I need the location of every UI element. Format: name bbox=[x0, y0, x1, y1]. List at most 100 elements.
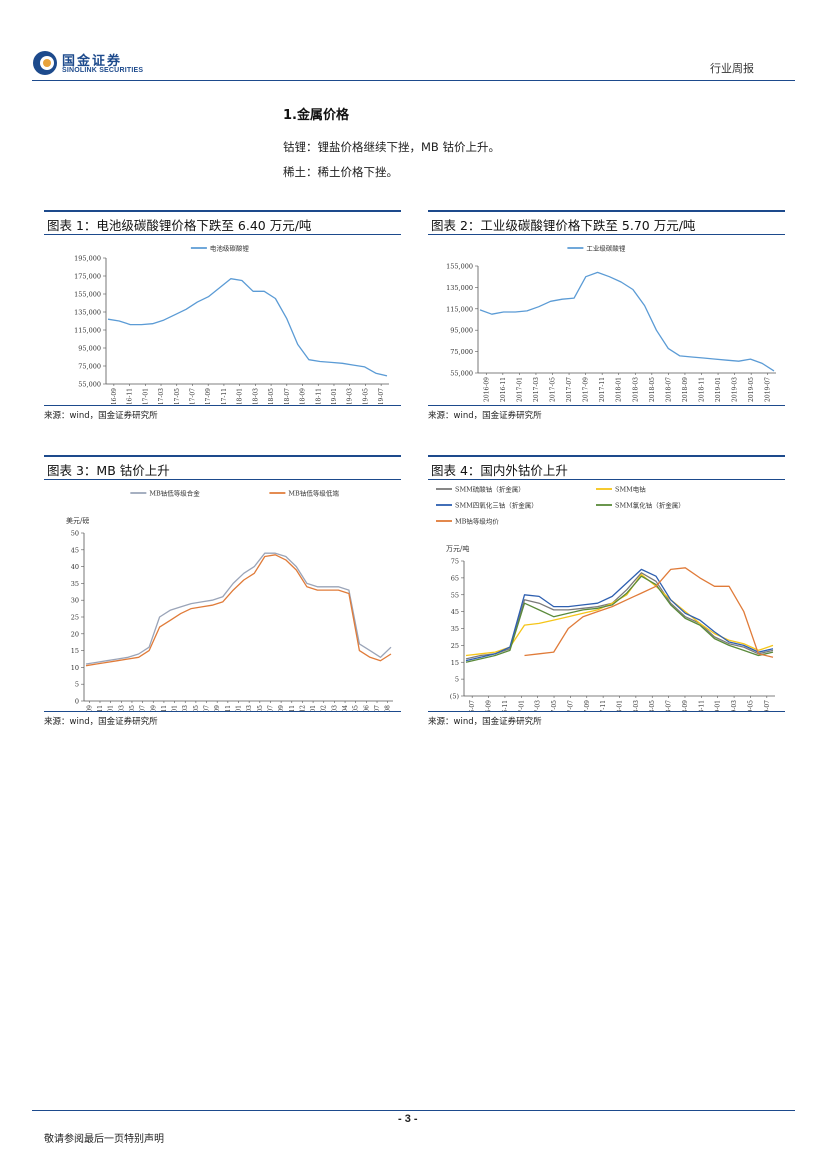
brand-cn: 国金证券 bbox=[62, 54, 123, 69]
x-tick-label: 2018-05 bbox=[649, 700, 656, 711]
y-tick-label: 75,000 bbox=[450, 348, 473, 356]
figure-3-chart: 0 5 10 15 20 25 30 35 40 45 50 2016-09 2016-11 2017-0… bbox=[66, 489, 393, 711]
x-tick-label: 2020-01 bbox=[310, 705, 317, 711]
x-tick-label: 2018-01 bbox=[616, 377, 623, 402]
x-tick-label: 2019-01 bbox=[331, 388, 338, 404]
figure-3-top-rule bbox=[44, 455, 401, 457]
legend-label: 电池级碳酸锂 bbox=[210, 244, 250, 253]
x-tick-label: 2017-05 bbox=[174, 388, 181, 404]
figure-4-title: 图表 4：国内外钴价上升 bbox=[431, 463, 568, 478]
x-tick-label: 2018-05 bbox=[193, 705, 200, 711]
y-tick-label: 135,000 bbox=[74, 309, 101, 317]
series-line-1 bbox=[465, 572, 774, 660]
y-tick-label: 5 bbox=[455, 676, 459, 684]
figure-3-title: 图表 3：MB 钴价上升 bbox=[47, 463, 170, 478]
x-tick-label: 2016-07 bbox=[469, 700, 476, 711]
y-tick-label: 20 bbox=[71, 630, 79, 638]
figure-1: 图表 1：电池级碳酸锂价格下跌至 6.40 万元/吨 55,000 75,000 9… bbox=[44, 210, 401, 425]
x-tick-label: 2019-05 bbox=[748, 377, 755, 402]
x-tick-label: 2016-09 bbox=[486, 700, 493, 711]
y-tick-label: 155,000 bbox=[74, 291, 101, 299]
x-tick-label: 2017-11 bbox=[600, 700, 607, 711]
y-tick-label: 95,000 bbox=[78, 345, 101, 353]
y-tick-label: 25 bbox=[71, 614, 79, 622]
figure-4-title-rule bbox=[428, 479, 785, 480]
x-tick-label: 2018-07 bbox=[666, 700, 673, 711]
x-tick-label: 2017-07 bbox=[566, 377, 573, 402]
y-tick-label: 115,000 bbox=[446, 305, 473, 313]
brand-en: SINOLINK SECURITIES bbox=[62, 67, 144, 74]
x-tick-label: 2018-03 bbox=[182, 705, 189, 711]
figure-2-top-rule bbox=[428, 210, 785, 212]
series-line-1 bbox=[479, 271, 775, 372]
section-line-cobalt-lithium: 钴锂：锂盐价格继续下挫，MB 钴价上升。 bbox=[283, 140, 500, 154]
x-tick-label: 2018-07 bbox=[284, 388, 291, 404]
x-tick-label: 2019-01 bbox=[236, 705, 243, 711]
y-tick-label: 55,000 bbox=[450, 370, 473, 378]
y-tick-label: 5 bbox=[75, 681, 79, 689]
legend-label: MB钴低等级低端 bbox=[288, 489, 339, 498]
x-tick-label: 2017-01 bbox=[516, 377, 523, 402]
figure-2: 图表 2：工业级碳酸锂价格下跌至 5.70 万元/吨 55,000 75,000 9… bbox=[428, 210, 785, 425]
page-number: - 3 - bbox=[398, 1113, 418, 1125]
x-tick-label: 2020-06 bbox=[363, 705, 370, 711]
x-tick-label: 2016-09 bbox=[111, 388, 118, 404]
x-tick-label: 2017-01 bbox=[518, 700, 525, 711]
y-unit-label: 美元/磅 bbox=[66, 516, 89, 525]
y-tick-label: 45 bbox=[71, 546, 79, 554]
x-tick-label: 2017-03 bbox=[158, 388, 165, 404]
x-tick-label: 2017-01 bbox=[108, 705, 115, 711]
x-tick-label: 2018-09 bbox=[300, 388, 307, 404]
figure-1-title-rule bbox=[44, 234, 401, 235]
x-tick-label: 2018-05 bbox=[268, 388, 275, 404]
x-tick-label: 2016-09 bbox=[483, 377, 490, 402]
x-tick-label: 2017-03 bbox=[535, 700, 542, 711]
series-line-3 bbox=[465, 568, 774, 662]
y-tick-label: 30 bbox=[71, 597, 79, 605]
figure-3-bottom-rule bbox=[44, 711, 401, 712]
footer-notice: 敬请参阅最后一页特别声明 bbox=[44, 1134, 164, 1145]
x-tick-label: 2018-07 bbox=[665, 377, 672, 402]
y-tick-label: 55,000 bbox=[78, 381, 101, 389]
x-tick-label: 2019-07 bbox=[267, 705, 274, 711]
x-tick-label: 2020-04 bbox=[342, 705, 349, 711]
x-tick-label: 2019-05 bbox=[747, 700, 754, 711]
figure-2-source: 来源：wind，国金证券研究所 bbox=[428, 411, 542, 421]
x-tick-label: 2020-07 bbox=[374, 705, 381, 711]
figure-2-title-rule bbox=[428, 234, 785, 235]
series-line-5 bbox=[524, 567, 774, 658]
y-tick-label: 135,000 bbox=[446, 284, 473, 292]
y-tick-label: 55 bbox=[451, 591, 459, 599]
x-tick-label: 2017-07 bbox=[189, 388, 196, 404]
y-tick-label: 0 bbox=[75, 698, 79, 706]
x-tick-label: 2017-11 bbox=[599, 377, 606, 402]
x-tick-label: 2018-11 bbox=[225, 705, 232, 711]
header-rule bbox=[32, 80, 795, 81]
section-line-rare-earth: 稀土：稀土价格下挫。 bbox=[283, 165, 398, 179]
x-tick-label: 2019-03 bbox=[732, 377, 739, 402]
x-tick-label: 2018-05 bbox=[649, 377, 656, 402]
x-tick-label: 2017-11 bbox=[221, 388, 228, 404]
x-tick-label: 2018-03 bbox=[632, 377, 639, 402]
x-tick-label: 2018-09 bbox=[214, 705, 221, 711]
legend-label: SMM电钴 bbox=[615, 485, 646, 494]
section-title: 1.金属价格 bbox=[283, 108, 349, 123]
legend-label: MB钴等级均价 bbox=[455, 517, 499, 526]
y-tick-label: 95,000 bbox=[450, 327, 473, 335]
figure-4-top-rule bbox=[428, 455, 785, 457]
y-tick-label: 15 bbox=[71, 647, 79, 655]
figure-4-bottom-rule bbox=[428, 711, 785, 712]
report-type: 行业周报 bbox=[710, 62, 754, 75]
x-tick-label: 2018-11 bbox=[699, 377, 706, 402]
x-tick-label: 2018-01 bbox=[237, 388, 244, 404]
x-tick-label: 2020-02 bbox=[321, 705, 328, 711]
x-tick-label: 2019-03 bbox=[731, 700, 738, 711]
y-tick-label: 35 bbox=[71, 580, 79, 588]
x-tick-label: 2017-03 bbox=[533, 377, 540, 402]
x-tick-label: 2020-03 bbox=[331, 705, 338, 711]
x-tick-label: 2016-11 bbox=[97, 705, 104, 711]
figure-3-title-rule bbox=[44, 479, 401, 480]
x-tick-label: 2017-07 bbox=[567, 700, 574, 711]
x-tick-label: 2017-05 bbox=[550, 377, 557, 402]
x-tick-label: 2018-09 bbox=[682, 377, 689, 402]
